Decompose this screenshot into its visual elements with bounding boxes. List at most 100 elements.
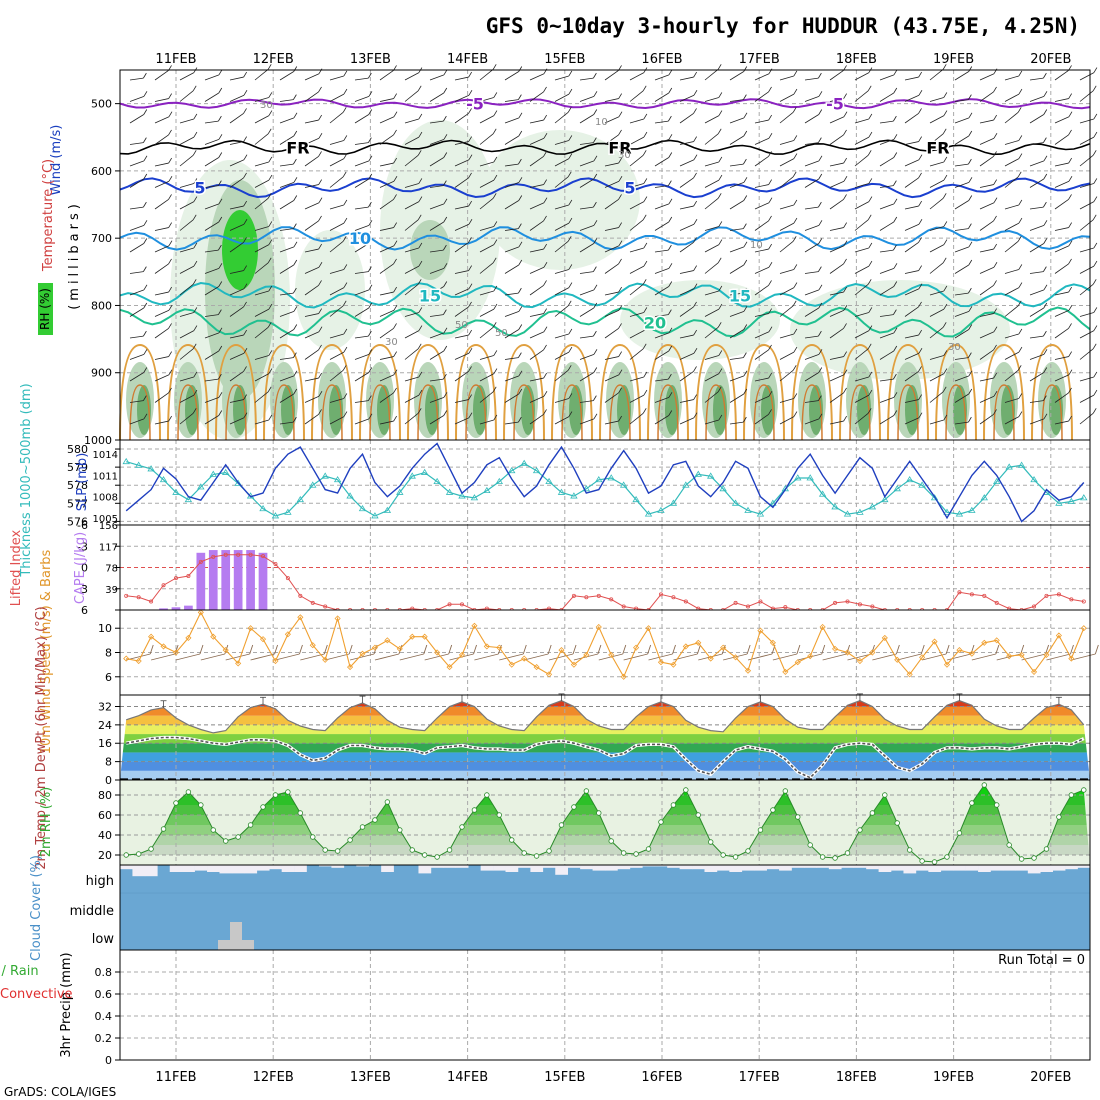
wind-barb-flag — [918, 136, 923, 142]
wind-barb-flag — [843, 194, 847, 200]
wind-barb — [654, 314, 669, 317]
wind-barb-flag — [318, 179, 323, 185]
wind-barb-flag — [418, 178, 423, 184]
tick-label: 900 — [91, 367, 112, 380]
wind-barb-flag — [643, 178, 648, 184]
wind-barb-flag — [693, 154, 698, 160]
rh-point — [807, 842, 813, 848]
li-point — [447, 602, 452, 607]
wind-barb — [1029, 224, 1045, 231]
wind-barb-flag — [918, 348, 923, 354]
wind-barb — [479, 419, 494, 425]
wind-barb — [229, 177, 244, 188]
wind-barb — [929, 226, 944, 231]
wind-barb — [404, 394, 420, 403]
wind-barb — [854, 72, 870, 81]
wind-barb-flag — [593, 220, 598, 226]
wind-barb — [1079, 219, 1094, 231]
rh-point — [757, 827, 764, 833]
rh-blob — [410, 220, 450, 280]
wind-barb-flag — [193, 371, 198, 378]
boundary-layer-contour — [743, 343, 785, 441]
wind-barb — [579, 307, 594, 317]
low-cloud-bar — [218, 940, 254, 950]
wind-barb-flag — [718, 156, 723, 163]
wind-barb — [854, 201, 870, 210]
wind-barb-flag — [693, 329, 698, 336]
wind-point — [819, 623, 826, 631]
wind-barb — [479, 161, 494, 167]
wind-barb — [879, 138, 895, 145]
thickness-point — [1005, 463, 1013, 470]
thickness-point — [831, 503, 839, 510]
wind-barb — [979, 184, 994, 188]
wind-barb-flag — [618, 129, 622, 136]
wind-barb — [529, 248, 544, 253]
li-point — [621, 604, 626, 609]
wind-barb-flag — [793, 88, 798, 95]
wind-barb-flag — [268, 174, 273, 181]
date-label-top: 16FEB — [641, 52, 682, 67]
wind-barb-flag — [443, 263, 448, 269]
wind-barb-flag — [1068, 286, 1073, 293]
wind-barb-flag — [668, 87, 673, 94]
isotherm-label: 15 — [729, 286, 751, 305]
wind-barb-flag — [493, 92, 498, 98]
wind-barb-flag — [342, 300, 347, 307]
wind-barb-flag — [318, 372, 323, 379]
boundary-layer-contour — [263, 343, 305, 441]
wind-barb — [179, 72, 195, 81]
wind-barb-flag — [1068, 305, 1073, 311]
wind-barb — [579, 400, 594, 403]
wind-barb-flag — [1093, 178, 1098, 184]
cape-axis-label: CAPE (J/kg) — [73, 532, 88, 604]
wind-barb-flag — [768, 215, 772, 222]
wind-barb — [929, 198, 944, 210]
wind-barb — [329, 287, 345, 296]
wind-barb-flag — [568, 393, 573, 399]
wind-barb-flag — [493, 350, 498, 356]
wind-barb — [754, 91, 769, 102]
rh-point — [484, 792, 490, 798]
wind-barb-flag — [468, 136, 473, 142]
wind-barb-flag — [543, 133, 548, 139]
wind-barb — [479, 133, 494, 145]
boundary-layer-contour — [791, 343, 833, 441]
wind-barb — [354, 372, 369, 382]
wind-barb-flag — [993, 372, 998, 379]
wind-barb-flag — [618, 194, 622, 200]
wind-barb-flag — [743, 112, 748, 119]
wind-barb — [279, 310, 295, 317]
wind-barb-flag — [1043, 155, 1048, 162]
date-label-top: 20FEB — [1030, 52, 1071, 67]
high-cloud-gap — [692, 865, 705, 870]
wind-barb — [754, 156, 769, 167]
li-point — [1044, 593, 1049, 598]
wind-barb-flag — [493, 414, 498, 421]
wind-barb — [654, 74, 670, 81]
wind-barb — [379, 199, 394, 210]
wind-barb — [954, 135, 969, 145]
wind-barb — [279, 200, 294, 210]
wind-barb-flag — [518, 259, 523, 266]
wind-barb — [1079, 118, 1094, 124]
wind-barb-flag — [1043, 137, 1047, 143]
boundary-layer-contour — [465, 384, 487, 441]
date-label-bottom: 18FEB — [836, 1070, 877, 1085]
wind-barb — [329, 416, 345, 425]
thickness-point — [644, 510, 653, 517]
wind-barb-flag — [868, 260, 873, 267]
wind-barb — [804, 224, 820, 231]
wind-barb — [429, 378, 444, 382]
wind-point — [135, 657, 142, 665]
boundary-layer-contour — [609, 384, 631, 441]
wind-barb — [904, 205, 919, 210]
wind-barb-flag — [593, 201, 597, 208]
wind-barb — [1079, 265, 1095, 274]
wind-barb-flag — [693, 136, 698, 142]
wind-barb — [1054, 199, 1069, 210]
wind-barb-flag — [318, 409, 322, 415]
wind-barb-flag — [168, 222, 173, 228]
li-point — [173, 576, 178, 581]
wind-barb-flag — [468, 329, 473, 336]
